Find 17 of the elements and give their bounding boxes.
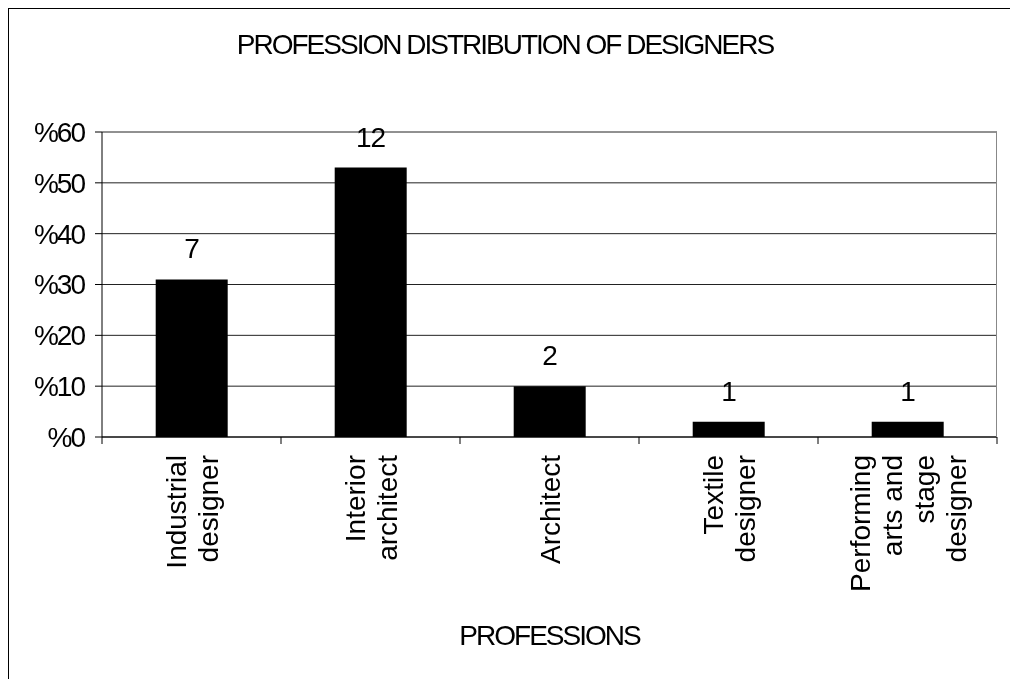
- chart-title: PROFESSION DISTRIBUTION OF DESIGNERS: [235, 29, 775, 61]
- y-tick-label: %20: [33, 320, 86, 352]
- x-axis-title: PROFESSIONS: [459, 620, 641, 651]
- y-tick-label: %40: [33, 218, 86, 250]
- annotation: 12: [355, 121, 386, 153]
- x-tick-label: Architect: [534, 454, 566, 564]
- y-tick-label: %60: [33, 116, 86, 148]
- y-tick-label: %10: [33, 371, 86, 403]
- y-tick-label: %30: [33, 269, 86, 301]
- x-tick-label: Textile designer: [697, 455, 761, 563]
- y-tick-label: %0: [47, 421, 86, 453]
- x-tick-label: Performing arts and stage designer: [844, 455, 972, 592]
- x-tick-label: Interior architect: [339, 454, 403, 561]
- x-tick-label: Industrial designer: [160, 455, 224, 569]
- annotation: 7: [184, 233, 200, 265]
- y-tick-label: %50: [33, 167, 86, 199]
- annotation: 2: [542, 340, 558, 372]
